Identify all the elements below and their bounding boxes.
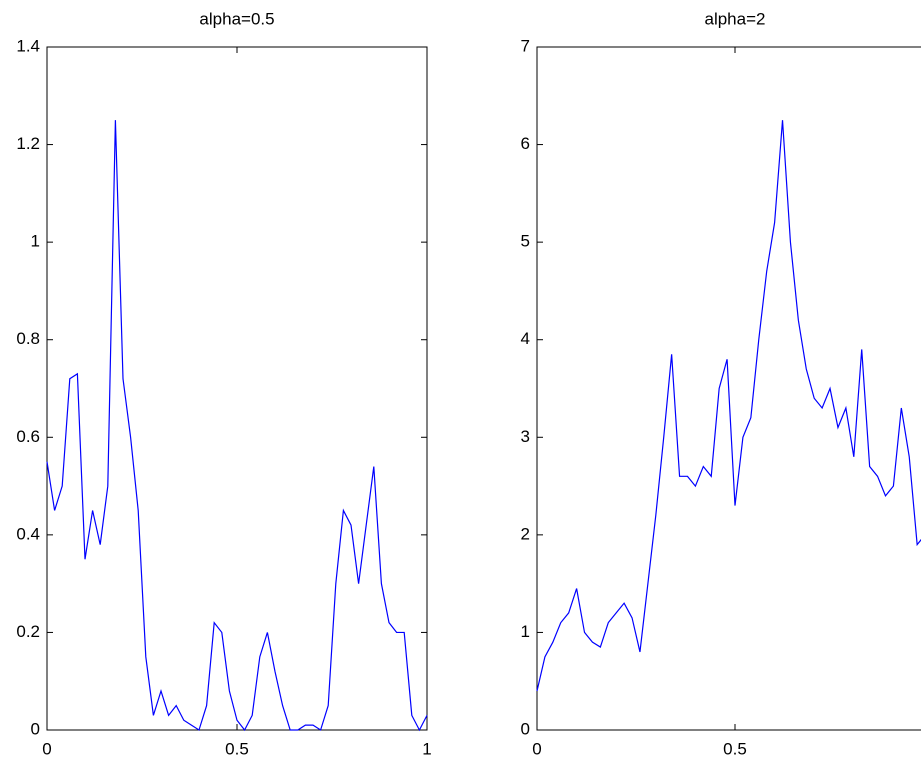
y-tick-label: 0.4 (16, 524, 40, 543)
axes-box (46, 46, 428, 731)
y-tick-label: 0 (521, 719, 530, 738)
y-tick-label: 2 (521, 524, 530, 543)
x-tick-label: 0.5 (225, 739, 249, 758)
y-tick-label: 5 (521, 232, 530, 251)
y-tick-label: 1 (521, 622, 530, 641)
y-tick-label: 0.6 (16, 427, 40, 446)
y-tick-label: 0.2 (16, 622, 40, 641)
x-tick-label: 0.5 (723, 739, 747, 758)
x-tick-label: 0 (42, 739, 51, 758)
y-tick-label: 6 (521, 134, 530, 153)
data-line (46, 120, 428, 732)
y-tick-label: 3 (521, 427, 530, 446)
y-tick-label: 7 (521, 36, 530, 55)
y-tick-label: 1.2 (16, 134, 40, 153)
y-tick-label: 0.8 (16, 329, 40, 348)
data-line (536, 120, 921, 692)
chart-title: alpha=0.5 (199, 9, 274, 28)
x-tick-label: 0 (532, 739, 541, 758)
y-tick-label: 1 (31, 232, 40, 251)
y-tick-label: 0 (31, 719, 40, 738)
chart-title: alpha=2 (705, 9, 766, 28)
y-tick-label: 1.4 (16, 36, 40, 55)
x-tick-label: 1 (422, 739, 431, 758)
y-tick-label: 4 (521, 329, 530, 348)
